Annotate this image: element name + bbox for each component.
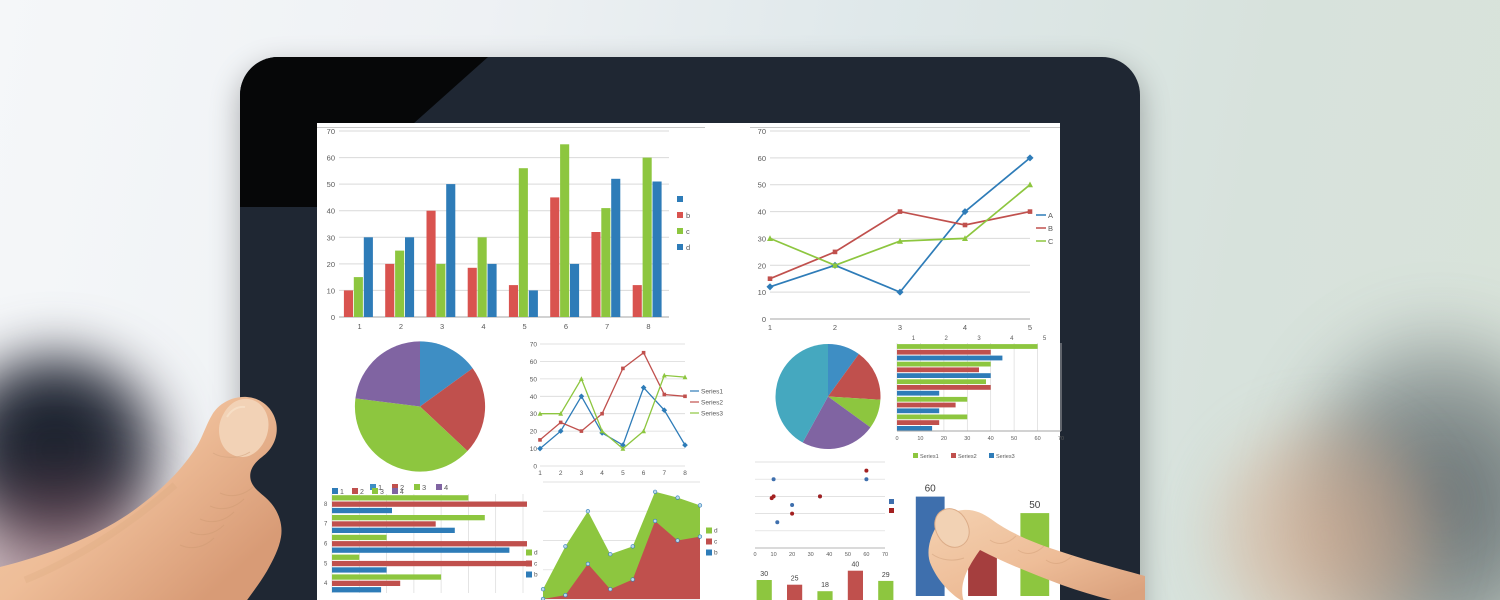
svg-text:0: 0 (762, 315, 766, 324)
svg-text:40: 40 (530, 394, 538, 401)
svg-text:5: 5 (1043, 336, 1047, 342)
svg-text:18: 18 (821, 582, 829, 589)
svg-text:50: 50 (530, 376, 538, 383)
svg-text:0: 0 (533, 464, 537, 471)
svg-text:50: 50 (1011, 436, 1017, 442)
svg-text:3: 3 (580, 470, 584, 477)
svg-text:C: C (1048, 237, 1054, 246)
svg-text:50: 50 (758, 181, 766, 190)
svg-text:B: B (1048, 224, 1053, 233)
svg-text:b: b (714, 550, 718, 557)
svg-text:3: 3 (898, 323, 902, 332)
svg-text:3: 3 (380, 489, 384, 496)
svg-text:20: 20 (941, 436, 947, 442)
svg-text:4: 4 (600, 470, 604, 477)
svg-text:5: 5 (523, 322, 527, 331)
svg-text:30: 30 (758, 234, 766, 243)
svg-text:20: 20 (530, 429, 538, 436)
svg-text:4: 4 (400, 489, 404, 496)
svg-text:Series3: Series3 (996, 454, 1015, 460)
svg-text:40: 40 (327, 207, 335, 216)
svg-text:1: 1 (538, 470, 542, 477)
svg-text:60: 60 (327, 154, 335, 163)
svg-text:0: 0 (331, 313, 335, 322)
svg-text:60: 60 (758, 154, 766, 163)
svg-text:b: b (534, 572, 538, 579)
svg-text:3: 3 (977, 336, 981, 342)
svg-text:Series1: Series1 (920, 454, 939, 460)
svg-text:40: 40 (758, 208, 766, 217)
svg-text:4: 4 (963, 323, 967, 332)
svg-text:6: 6 (642, 470, 646, 477)
svg-text:40: 40 (988, 436, 994, 442)
svg-text:d: d (714, 528, 718, 535)
svg-text:2: 2 (559, 470, 563, 477)
svg-text:70: 70 (530, 342, 538, 349)
svg-text:20: 20 (327, 260, 335, 269)
svg-text:8: 8 (683, 470, 687, 477)
svg-text:3: 3 (440, 322, 444, 331)
svg-text:d: d (534, 550, 538, 557)
svg-text:Series2: Series2 (958, 454, 977, 460)
svg-text:d: d (686, 243, 690, 252)
svg-text:c: c (534, 561, 538, 568)
svg-text:60: 60 (530, 359, 538, 366)
svg-text:7: 7 (662, 470, 666, 477)
svg-text:c: c (686, 227, 690, 236)
svg-text:4: 4 (481, 322, 485, 331)
svg-text:10: 10 (758, 288, 766, 297)
svg-text:25: 25 (791, 576, 799, 583)
svg-text:70: 70 (1058, 436, 1064, 442)
svg-text:2: 2 (360, 489, 364, 496)
svg-text:2: 2 (399, 322, 403, 331)
svg-text:30: 30 (964, 436, 970, 442)
svg-text:30: 30 (760, 571, 768, 578)
svg-text:1: 1 (358, 322, 362, 331)
svg-text:10: 10 (530, 446, 538, 453)
svg-text:10: 10 (917, 436, 923, 442)
svg-text:Series1: Series1 (701, 389, 723, 396)
svg-text:2: 2 (833, 323, 837, 332)
svg-text:4: 4 (1010, 336, 1014, 342)
svg-text:Series2: Series2 (701, 400, 723, 407)
svg-text:30: 30 (327, 233, 335, 242)
svg-text:5: 5 (621, 470, 625, 477)
svg-text:20: 20 (758, 261, 766, 270)
svg-text:60: 60 (1035, 436, 1041, 442)
svg-text:Series3: Series3 (701, 411, 723, 418)
svg-text:6: 6 (564, 322, 568, 331)
svg-text:7: 7 (605, 322, 609, 331)
svg-text:70: 70 (327, 127, 335, 136)
svg-text:50: 50 (327, 180, 335, 189)
svg-text:A: A (1048, 211, 1053, 220)
svg-text:1: 1 (912, 336, 916, 342)
svg-text:30: 30 (530, 411, 538, 418)
svg-text:1: 1 (768, 323, 772, 332)
svg-text:b: b (686, 211, 690, 220)
svg-text:2: 2 (945, 336, 949, 342)
svg-text:70: 70 (758, 127, 766, 136)
svg-text:5: 5 (1028, 323, 1032, 332)
svg-text:0: 0 (895, 436, 898, 442)
svg-text:8: 8 (646, 322, 650, 331)
svg-text:4: 4 (444, 483, 448, 492)
svg-text:1: 1 (340, 489, 344, 496)
svg-text:c: c (714, 539, 718, 546)
svg-text:10: 10 (327, 286, 335, 295)
